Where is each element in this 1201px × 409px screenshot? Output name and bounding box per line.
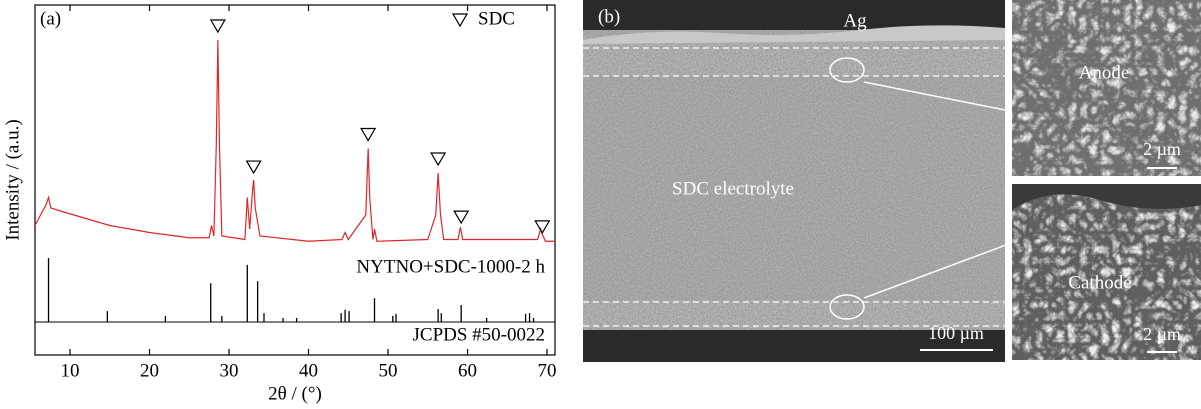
scale-label: 100 µm [928,323,984,343]
series-label: NYTNO+SDC-1000-2 h [356,256,545,277]
sem-inset-anode [1012,0,1201,176]
y-axis-label: Intensity / (a.u.) [2,119,23,240]
peak-marker [430,152,447,167]
peak-marker [534,220,551,235]
panel-label: (a) [40,8,61,29]
x-tick-label: 70 [538,360,557,381]
peak-marker [453,210,470,225]
sem-main [583,0,1031,362]
x-axis-label: 2θ / (°) [268,383,322,404]
peak-marker [360,127,377,142]
layer-label: Ag [843,10,867,31]
peak-marker [245,160,262,175]
x-tick-label: 20 [140,360,159,381]
legend-label: SDC [478,8,515,29]
xrd-line [34,39,555,242]
x-tick-label: 50 [379,360,398,381]
layer-label: SDC electrolyte [672,178,794,199]
scale-label: 2 µm [1143,324,1181,344]
inset-label: Anode [1079,62,1130,83]
plot-frame [34,4,556,356]
reference-label: JCPDS #50-0022 [413,324,546,345]
x-tick-label: 40 [299,360,318,381]
panel-label: (b) [598,6,620,27]
inset-label: Cathode [1068,272,1131,293]
scale-label: 2 µm [1143,139,1181,159]
sem-inset-cathode [1012,184,1201,360]
x-tick-label: 30 [220,360,239,381]
peak-marker [209,19,226,34]
x-tick-label: 60 [458,360,477,381]
x-tick-label: 10 [60,360,79,381]
legend-symbol [451,13,469,28]
